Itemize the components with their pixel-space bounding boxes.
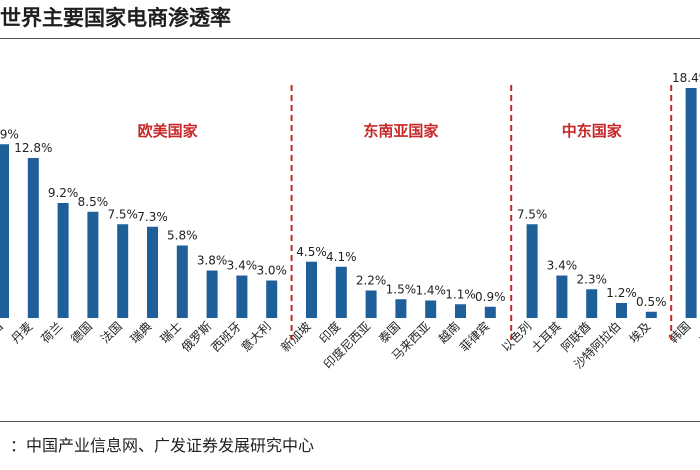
category-label-0: 国	[0, 319, 6, 337]
region-label-1: 东南亚国家	[363, 122, 438, 140]
bar-21	[645, 311, 657, 318]
bar-5	[147, 226, 158, 318]
value-label-3: 8.5%	[78, 195, 109, 209]
bar-20	[616, 303, 627, 318]
bar-15	[455, 304, 466, 318]
category-label-16: 菲律宾	[456, 319, 492, 355]
region-label-0: 欧美国家	[138, 122, 198, 140]
bar-6	[176, 245, 188, 318]
value-label-22: 18.4%	[672, 71, 700, 85]
category-label-10: 新加坡	[278, 319, 314, 355]
value-label-17: 7.5%	[517, 207, 548, 221]
bar-3	[87, 211, 99, 318]
category-label-4: 法国	[98, 319, 125, 346]
category-label-2: 荷兰	[38, 319, 65, 346]
value-label-20: 1.2%	[606, 286, 637, 300]
category-label-5: 瑞典	[128, 319, 155, 346]
bar-9	[266, 280, 278, 318]
value-label-19: 2.3%	[576, 272, 607, 286]
value-label-1: 12.8%	[14, 141, 52, 155]
value-label-21: 0.5%	[636, 295, 667, 309]
category-label-22: 韩国	[666, 319, 694, 347]
title-rule	[0, 38, 700, 39]
bar-17	[526, 224, 538, 318]
region-label-2: 中东国家	[562, 122, 622, 140]
bar-12	[365, 290, 377, 318]
value-label-6: 5.8%	[167, 229, 198, 243]
source-rule	[0, 421, 700, 422]
bar-19	[586, 289, 598, 318]
bar-13	[395, 299, 407, 318]
bar-4	[117, 224, 129, 318]
category-label-1: 丹麦	[9, 319, 36, 346]
bar-2	[57, 203, 69, 318]
value-label-4: 7.5%	[107, 207, 138, 221]
bar-7	[206, 270, 218, 318]
bar-18	[556, 275, 568, 318]
category-label-8: 西班牙	[209, 319, 244, 354]
bar-11	[335, 266, 347, 318]
value-label-16: 0.9%	[475, 290, 506, 304]
source-note: ：中国产业信息网、广发证券发展研究中心	[10, 436, 315, 455]
category-label-9: 意大利	[238, 319, 274, 355]
bar-0	[0, 144, 9, 318]
category-label-17: 以色列	[499, 319, 534, 354]
value-label-5: 7.3%	[137, 210, 168, 224]
value-label-7: 3.8%	[197, 254, 228, 268]
category-label-7: 俄罗斯	[179, 319, 214, 354]
bar-14	[425, 300, 437, 318]
category-label-3: 德国	[67, 319, 95, 347]
bar-16	[484, 306, 496, 318]
value-label-8: 3.4%	[227, 259, 258, 273]
bar-1	[27, 158, 39, 318]
value-label-12: 2.2%	[356, 274, 387, 288]
category-label-18: 土耳其	[529, 319, 564, 354]
value-label-0: 3.9%	[0, 127, 19, 141]
category-label-21: 埃及	[627, 319, 654, 346]
chart-title: 世界主要国家电商渗透率	[0, 6, 231, 30]
value-label-15: 1.1%	[445, 287, 476, 301]
bar-8	[236, 275, 248, 318]
value-label-9: 3.0%	[256, 264, 287, 278]
category-label-23: 中国	[695, 319, 700, 347]
bar-22	[685, 88, 697, 318]
value-label-14: 1.4%	[415, 284, 446, 298]
value-label-18: 3.4%	[547, 259, 578, 273]
bar-10	[306, 261, 317, 318]
value-label-13: 1.5%	[386, 282, 417, 296]
value-label-10: 4.5%	[296, 245, 327, 259]
value-label-11: 4.1%	[326, 250, 357, 264]
value-label-2: 9.2%	[48, 186, 79, 200]
